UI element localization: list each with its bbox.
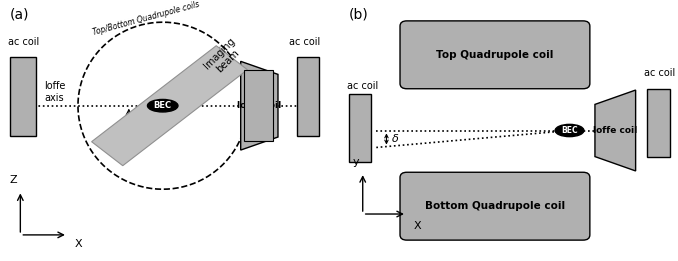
FancyBboxPatch shape	[400, 172, 590, 240]
Text: 45°: 45°	[136, 122, 151, 131]
Text: loffe
axis: loffe axis	[44, 81, 66, 103]
Text: Z: Z	[9, 175, 18, 185]
Polygon shape	[595, 90, 636, 171]
Text: ac coil: ac coil	[643, 68, 675, 78]
FancyBboxPatch shape	[647, 89, 670, 157]
FancyBboxPatch shape	[297, 57, 319, 136]
Ellipse shape	[148, 99, 178, 112]
Text: (a): (a)	[10, 8, 30, 22]
Text: BEC: BEC	[561, 126, 578, 135]
Polygon shape	[92, 46, 247, 166]
FancyBboxPatch shape	[400, 21, 590, 89]
Polygon shape	[241, 61, 278, 150]
Text: loffe coil: loffe coil	[593, 126, 637, 135]
Text: Top/Bottom Quadrupole coils: Top/Bottom Quadrupole coils	[92, 0, 200, 37]
Text: loffe coil: loffe coil	[237, 101, 281, 110]
FancyBboxPatch shape	[10, 57, 35, 136]
Text: Bottom Quadrupole coil: Bottom Quadrupole coil	[425, 201, 565, 211]
Text: BEC: BEC	[154, 101, 172, 110]
Text: X: X	[75, 239, 82, 249]
Text: (b): (b)	[349, 8, 369, 22]
FancyBboxPatch shape	[349, 94, 372, 162]
Text: X: X	[414, 221, 421, 230]
Text: Imaging
beam: Imaging beam	[202, 36, 245, 79]
Text: Top Quadrupole coil: Top Quadrupole coil	[436, 50, 554, 60]
Text: y: y	[353, 157, 359, 167]
Text: δ: δ	[392, 134, 398, 144]
Ellipse shape	[555, 124, 584, 137]
Text: ac coil: ac coil	[8, 37, 39, 47]
Text: ac coil: ac coil	[290, 37, 321, 47]
FancyBboxPatch shape	[244, 70, 273, 141]
Text: ac coil: ac coil	[347, 81, 378, 91]
